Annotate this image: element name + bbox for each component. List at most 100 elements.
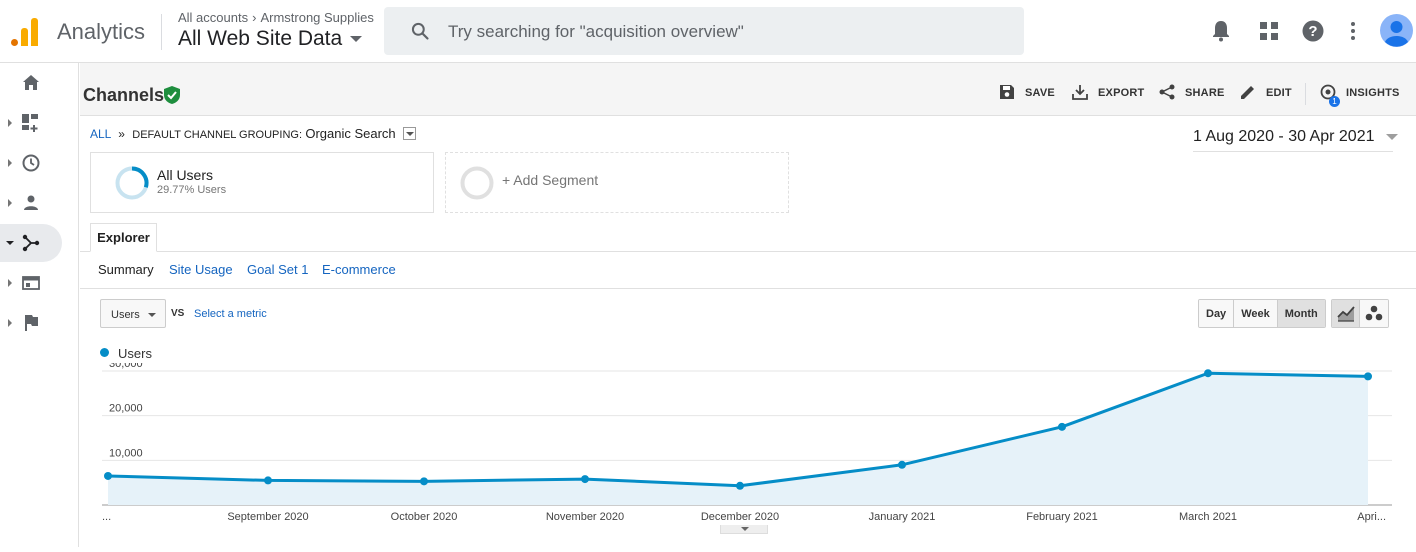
users-chart[interactable]: 30,000 20,000 10,000... September 2020 Octob… bbox=[80, 358, 1416, 547]
nav-home[interactable] bbox=[0, 64, 62, 102]
y-tick-label: 30,000 bbox=[109, 363, 143, 370]
granularity-month-button[interactable]: Month bbox=[1277, 300, 1325, 327]
report-header: Channels SAVE EXPORT SHARE EDIT INSIGHTS… bbox=[80, 63, 1416, 116]
x-tick-label: December 2020 bbox=[701, 511, 779, 523]
date-range-picker[interactable]: 1 Aug 2020 - 30 Apr 2021 bbox=[1193, 128, 1399, 146]
x-tick-label: September 2020 bbox=[227, 511, 308, 523]
grouping-value: Organic Search bbox=[305, 126, 396, 141]
page-title: Channels bbox=[83, 85, 165, 105]
select-metric-link[interactable]: Select a metric bbox=[194, 308, 267, 320]
expand-arrow-icon bbox=[8, 119, 12, 127]
edit-button[interactable]: EDIT bbox=[1241, 86, 1292, 99]
chart-type-toggle bbox=[1331, 299, 1389, 328]
behavior-icon bbox=[22, 276, 40, 290]
data-point bbox=[736, 481, 744, 490]
x-tick-label: ... bbox=[102, 511, 111, 523]
share-label: SHARE bbox=[1185, 87, 1225, 99]
account-breadcrumb[interactable]: All accounts › Armstrong Supplies bbox=[178, 10, 374, 25]
series-area bbox=[108, 373, 1368, 505]
breadcrumb-root[interactable]: All accounts bbox=[178, 10, 249, 25]
data-point bbox=[1204, 369, 1212, 378]
nav-acquisition[interactable] bbox=[0, 224, 62, 262]
tab-explorer[interactable]: Explorer bbox=[90, 223, 157, 252]
data-point bbox=[581, 475, 589, 484]
edit-label: EDIT bbox=[1266, 87, 1292, 99]
nav-realtime[interactable] bbox=[0, 144, 62, 182]
subtab-site-usage[interactable]: Site Usage bbox=[169, 262, 233, 277]
caret-down-icon bbox=[350, 36, 363, 43]
expand-arrow-icon bbox=[8, 199, 12, 207]
chart-collapse-handle[interactable] bbox=[720, 525, 768, 534]
divider bbox=[1305, 83, 1306, 105]
left-nav bbox=[0, 63, 79, 547]
segment-card[interactable]: All Users 29.77% Users bbox=[90, 152, 434, 213]
divider bbox=[1193, 151, 1393, 152]
legend-label: Users bbox=[118, 346, 152, 361]
app-name: Analytics bbox=[57, 19, 146, 44]
apps-grid-icon[interactable] bbox=[1260, 22, 1278, 40]
share-button[interactable]: SHARE bbox=[1159, 84, 1225, 100]
data-point bbox=[104, 471, 112, 480]
y-tick-label: 20,000 bbox=[109, 403, 143, 415]
save-icon bbox=[1000, 85, 1014, 99]
x-tick-label: March 2021 bbox=[1179, 511, 1237, 523]
property-selector[interactable]: All Web Site Data bbox=[178, 27, 363, 51]
more-vert-icon[interactable] bbox=[1350, 22, 1356, 40]
data-point bbox=[264, 476, 272, 485]
date-range-label: 1 Aug 2020 - 30 Apr 2021 bbox=[1193, 128, 1375, 145]
conversions-flag-icon bbox=[25, 315, 38, 331]
add-segment-button[interactable]: + Add Segment bbox=[445, 152, 789, 213]
breadcrumb-separator: » bbox=[118, 127, 125, 141]
line-chart-icon bbox=[1337, 306, 1355, 322]
help-icon[interactable]: ? bbox=[1302, 20, 1324, 42]
export-button[interactable]: EXPORT bbox=[1072, 85, 1145, 100]
x-tick-label: January 2021 bbox=[869, 511, 936, 523]
export-label: EXPORT bbox=[1098, 87, 1145, 99]
insights-label: INSIGHTS bbox=[1346, 87, 1400, 99]
divider bbox=[80, 251, 1416, 252]
share-icon bbox=[1159, 84, 1175, 100]
empty-segment-ring-icon bbox=[460, 166, 494, 200]
search-input[interactable]: Try searching for "acquisition overview" bbox=[448, 22, 744, 41]
realtime-clock-icon bbox=[22, 154, 40, 172]
main-content: Channels SAVE EXPORT SHARE EDIT INSIGHTS… bbox=[80, 63, 1416, 547]
top-bar: Analytics All accounts › Armstrong Supplie… bbox=[0, 0, 1416, 63]
export-icon bbox=[1072, 85, 1088, 100]
verified-check-icon bbox=[164, 86, 180, 104]
metric-select[interactable]: Users bbox=[100, 299, 166, 328]
nav-conversions[interactable] bbox=[0, 304, 62, 342]
bell-icon[interactable] bbox=[1211, 20, 1231, 42]
granularity-day-button[interactable]: Day bbox=[1199, 300, 1235, 327]
grouping-dropdown[interactable] bbox=[403, 127, 417, 140]
breadcrumb-account[interactable]: Armstrong Supplies bbox=[260, 10, 374, 25]
x-tick-label: November 2020 bbox=[546, 511, 624, 523]
line-chart-button[interactable] bbox=[1332, 300, 1360, 327]
breadcrumb-all-link[interactable]: ALL bbox=[90, 127, 111, 141]
segment-ring-icon bbox=[115, 166, 149, 200]
data-point bbox=[1364, 372, 1372, 381]
data-point bbox=[898, 460, 906, 469]
subtab-ecommerce[interactable]: E-commerce bbox=[322, 262, 396, 277]
search-bar[interactable]: Try searching for "acquisition overview" bbox=[384, 7, 1024, 55]
granularity-toggle: Day Week Month bbox=[1198, 299, 1326, 328]
nav-customization[interactable] bbox=[0, 104, 62, 142]
avatar[interactable] bbox=[1380, 14, 1413, 47]
expand-arrow-icon bbox=[6, 241, 14, 245]
report-breadcrumb: ALL » DEFAULT CHANNEL GROUPING: Organic … bbox=[90, 126, 417, 141]
vs-label: VS bbox=[171, 308, 185, 319]
save-button[interactable]: SAVE bbox=[1000, 85, 1055, 99]
metric-select-value: Users bbox=[111, 309, 140, 321]
granularity-week-button[interactable]: Week bbox=[1234, 300, 1278, 327]
caret-down-icon bbox=[1386, 133, 1399, 140]
edit-pencil-icon bbox=[1241, 86, 1254, 99]
nav-behavior[interactable] bbox=[0, 264, 62, 302]
chart-legend[interactable]: Users bbox=[100, 346, 152, 361]
motion-chart-button[interactable] bbox=[1360, 300, 1388, 327]
insights-button[interactable]: INSIGHTS bbox=[1320, 84, 1400, 100]
segment-name: All Users bbox=[157, 167, 214, 183]
segment-share: 29.77% Users bbox=[157, 184, 227, 196]
subtab-summary[interactable]: Summary bbox=[98, 262, 154, 277]
nav-audience[interactable] bbox=[0, 184, 62, 222]
analytics-logo[interactable] bbox=[10, 16, 40, 46]
subtab-goal-set-1[interactable]: Goal Set 1 bbox=[247, 262, 309, 277]
